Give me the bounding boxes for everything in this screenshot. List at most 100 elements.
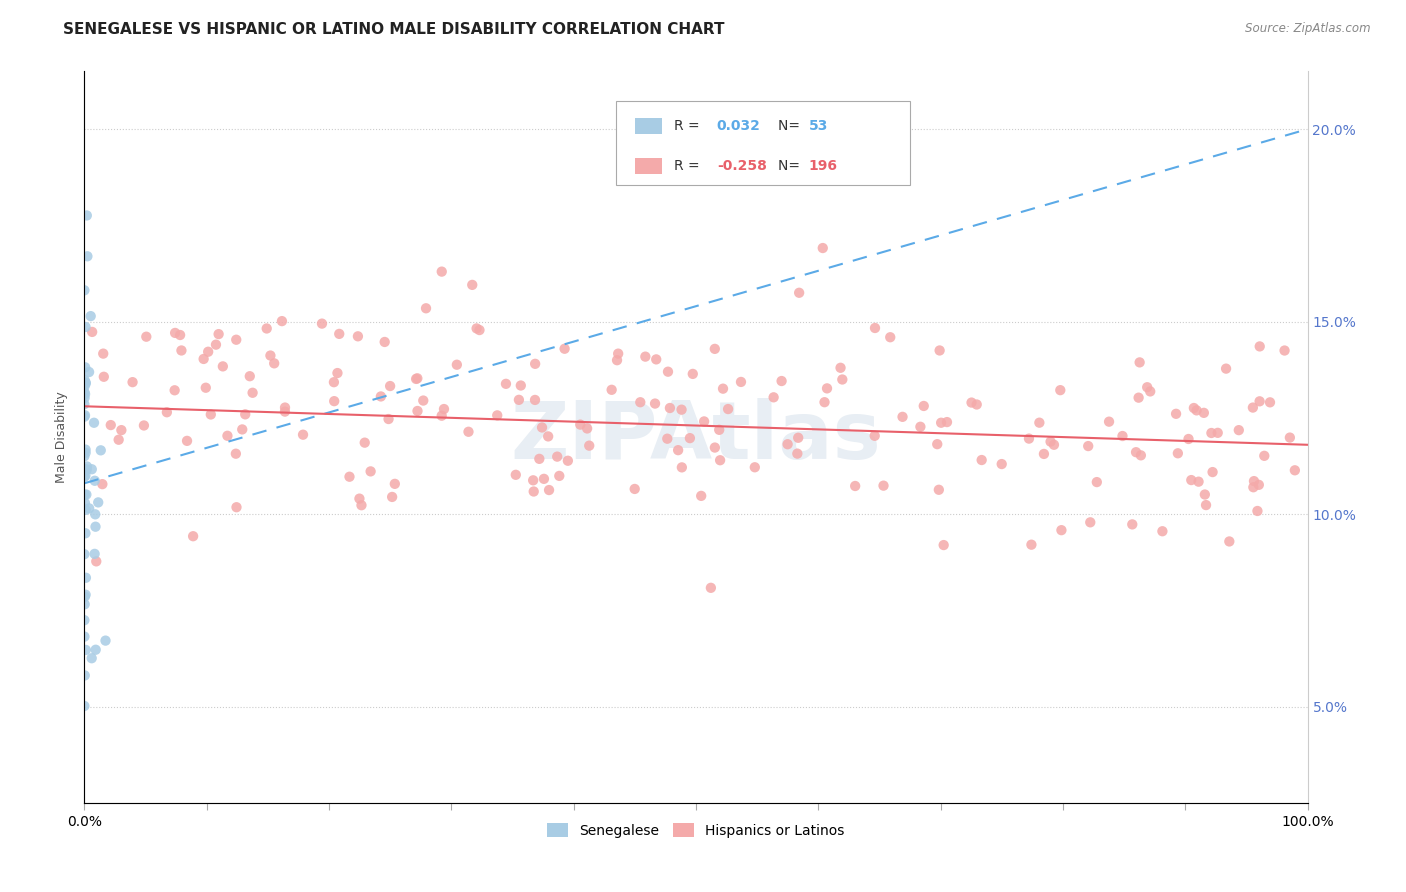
- Point: [1215, 361, 1237, 376]
- Point: [73, 668, 96, 682]
- Point: [94, 633, 117, 648]
- Point: [1028, 416, 1050, 430]
- Point: [1164, 407, 1187, 421]
- Point: [415, 301, 437, 316]
- Point: [200, 408, 222, 422]
- Point: [607, 346, 630, 360]
- Point: [879, 330, 901, 344]
- Text: 0.032: 0.032: [717, 119, 761, 133]
- Point: [75, 588, 97, 602]
- Point: [328, 326, 350, 341]
- Point: [75, 376, 97, 390]
- Point: [679, 431, 702, 445]
- Point: [322, 375, 344, 389]
- Point: [533, 472, 555, 486]
- Point: [522, 473, 544, 487]
- Point: [135, 329, 157, 343]
- Point: [1043, 438, 1066, 452]
- Point: [1284, 463, 1306, 477]
- Point: [1129, 355, 1152, 369]
- Point: [711, 382, 734, 396]
- Point: [811, 241, 834, 255]
- Point: [1128, 391, 1150, 405]
- Point: [350, 498, 373, 512]
- Point: [1139, 384, 1161, 399]
- Point: [323, 394, 346, 409]
- Point: [339, 469, 361, 483]
- Point: [83, 474, 105, 488]
- Point: [77, 501, 100, 516]
- Point: [569, 417, 592, 432]
- Text: 53: 53: [808, 119, 828, 133]
- Point: [100, 418, 122, 433]
- Point: [457, 425, 479, 439]
- Text: Source: ZipAtlas.com: Source: ZipAtlas.com: [1246, 22, 1371, 36]
- Point: [1182, 401, 1205, 415]
- Point: [75, 503, 97, 517]
- Point: [508, 392, 530, 407]
- Point: [1201, 425, 1223, 440]
- Point: [762, 390, 785, 404]
- Point: [73, 385, 96, 400]
- Point: [1258, 395, 1281, 409]
- Point: [80, 462, 103, 476]
- Point: [709, 453, 731, 467]
- Point: [1152, 524, 1174, 539]
- Point: [928, 343, 950, 358]
- Point: [75, 446, 97, 460]
- Point: [658, 401, 681, 415]
- Point: [1121, 517, 1143, 532]
- Point: [84, 642, 107, 657]
- Point: [912, 399, 935, 413]
- Y-axis label: Male Disability: Male Disability: [55, 392, 69, 483]
- Text: R =: R =: [673, 160, 704, 173]
- Point: [927, 437, 949, 451]
- Point: [1185, 403, 1208, 417]
- Point: [225, 333, 247, 347]
- Point: [73, 464, 96, 478]
- Point: [666, 443, 689, 458]
- Point: [529, 451, 551, 466]
- Point: [76, 209, 98, 223]
- Point: [73, 397, 96, 411]
- FancyBboxPatch shape: [636, 118, 662, 134]
- Point: [75, 376, 97, 391]
- Point: [170, 343, 193, 358]
- Point: [360, 464, 382, 478]
- FancyBboxPatch shape: [636, 158, 662, 174]
- Point: [1241, 401, 1264, 415]
- Point: [657, 432, 679, 446]
- Point: [1050, 523, 1073, 537]
- Point: [461, 277, 484, 292]
- Point: [430, 265, 453, 279]
- Point: [84, 554, 107, 568]
- Point: [374, 334, 396, 349]
- Point: [486, 409, 509, 423]
- Point: [381, 490, 404, 504]
- Point: [554, 342, 576, 356]
- Point: [156, 405, 179, 419]
- Point: [990, 457, 1012, 471]
- Point: [970, 453, 993, 467]
- Point: [73, 373, 96, 387]
- Point: [263, 356, 285, 370]
- Point: [107, 433, 129, 447]
- Point: [82, 325, 104, 339]
- Point: [73, 488, 96, 502]
- Point: [1246, 504, 1268, 518]
- Point: [1227, 423, 1250, 437]
- Point: [311, 317, 333, 331]
- Point: [524, 357, 547, 371]
- Point: [468, 323, 491, 337]
- Point: [509, 378, 531, 392]
- Point: [77, 365, 100, 379]
- Point: [776, 437, 799, 451]
- Point: [163, 384, 186, 398]
- Point: [813, 395, 835, 409]
- Text: N=: N=: [778, 119, 804, 133]
- Point: [1136, 380, 1159, 394]
- Point: [682, 367, 704, 381]
- Point: [205, 337, 228, 351]
- Point: [73, 470, 96, 484]
- Point: [531, 420, 554, 434]
